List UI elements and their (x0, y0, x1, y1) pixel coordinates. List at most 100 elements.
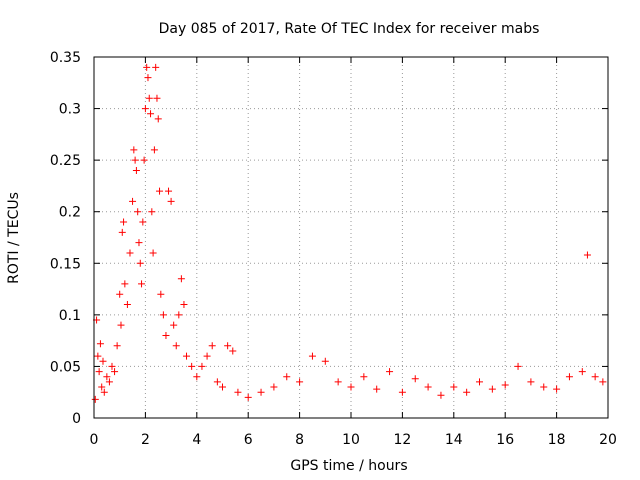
roti-data-point (411, 375, 419, 383)
roti-data-point (386, 368, 394, 376)
roti-data-point (599, 378, 607, 386)
x-tick-label: 20 (599, 432, 617, 448)
roti-data-point (154, 115, 162, 123)
roti-data-point (120, 218, 128, 226)
roti-data-point (167, 197, 175, 205)
roti-data-point (138, 280, 146, 288)
roti-data-point (257, 388, 265, 396)
roti-data-point (117, 321, 125, 329)
roti-data-point (148, 208, 156, 216)
roti-data-point (99, 357, 107, 365)
roti-data-point (121, 280, 129, 288)
roti-data-point (162, 331, 170, 339)
roti-data-point (578, 368, 586, 376)
roti-data-point (118, 228, 126, 236)
roti-data-point (193, 373, 201, 381)
roti-data-point (188, 362, 196, 370)
y-tick-label: 0.35 (50, 50, 81, 66)
roti-data-point (157, 290, 165, 298)
roti-data-point (95, 368, 103, 376)
roti-data-point (135, 239, 143, 247)
roti-data-point (360, 373, 368, 381)
roti-data-point (129, 197, 137, 205)
roti-data-point (159, 311, 167, 319)
roti-data-point (116, 290, 124, 298)
x-tick-label: 10 (342, 432, 360, 448)
y-tick-label: 0.2 (59, 205, 81, 221)
roti-data-point (152, 63, 160, 71)
roti-data-point (94, 352, 102, 360)
grid (94, 57, 608, 418)
roti-data-point (156, 187, 164, 195)
roti-data-point (183, 352, 191, 360)
roti-data-point (463, 388, 471, 396)
roti-data-point (203, 352, 211, 360)
y-tick-label: 0.05 (50, 359, 81, 375)
roti-data-point (565, 373, 573, 381)
x-tick-label: 2 (141, 432, 150, 448)
roti-data-point (141, 105, 149, 113)
x-axis-label: GPS time / hours (290, 458, 407, 474)
roti-data-point (153, 94, 161, 102)
roti-data-point (147, 110, 155, 118)
roti-data-point (165, 187, 173, 195)
roti-data-point (180, 301, 188, 309)
roti-data-point (437, 391, 445, 399)
axis-ticks: 0 2 4 6 8 10 12 14 16 18 20 0 0.05 0.1 0.15 0.2 0.25 0.3 0… (50, 50, 617, 448)
roti-data-point (105, 378, 113, 386)
data-points (91, 63, 607, 403)
roti-data-point (398, 388, 406, 396)
roti-data-point (283, 373, 291, 381)
roti-data-point (126, 249, 134, 257)
roti-data-point (583, 251, 591, 259)
x-tick-label: 6 (244, 432, 253, 448)
roti-data-point (111, 368, 119, 376)
roti-data-point (143, 63, 151, 71)
roti-data-point (296, 378, 304, 386)
roti-data-point (198, 362, 206, 370)
roti-data-point (527, 378, 535, 386)
roti-data-point (136, 259, 144, 267)
roti-data-point (131, 156, 139, 164)
x-tick-label: 18 (548, 432, 566, 448)
roti-data-point (208, 342, 216, 350)
y-tick-label: 0.15 (50, 256, 81, 272)
roti-data-point (488, 385, 496, 393)
roti-data-point (270, 383, 278, 391)
x-tick-label: 0 (90, 432, 99, 448)
roti-data-point (347, 383, 355, 391)
roti-data-point (98, 383, 106, 391)
roti-data-point (229, 347, 237, 355)
roti-data-point (140, 156, 148, 164)
x-tick-label: 16 (496, 432, 514, 448)
roti-data-point (244, 393, 252, 401)
roti-data-point (145, 94, 153, 102)
roti-data-point (91, 395, 99, 403)
roti-data-point (553, 385, 561, 393)
x-tick-label: 4 (192, 432, 201, 448)
roti-data-point (476, 378, 483, 386)
roti-data-point (334, 378, 342, 386)
roti-data-point (132, 166, 140, 174)
roti-data-point (424, 383, 432, 391)
roti-data-point (219, 383, 226, 391)
roti-data-point (150, 146, 158, 154)
roti-data-point (308, 352, 316, 360)
roti-data-point (139, 218, 147, 226)
roti-data-point (175, 311, 183, 319)
roti-data-point (170, 321, 178, 329)
roti-data-point (96, 340, 104, 348)
chart-title: Day 085 of 2017, Rate Of TEC Index for r… (159, 21, 540, 37)
roti-data-point (450, 383, 458, 391)
roti-data-point (540, 383, 548, 391)
roti-data-point (130, 146, 138, 154)
roti-data-point (224, 342, 232, 350)
roti-data-point (108, 362, 116, 370)
roti-data-point (213, 378, 221, 386)
y-tick-label: 0.1 (59, 308, 81, 324)
roti-data-point (373, 385, 381, 393)
x-tick-label: 12 (393, 432, 411, 448)
roti-data-point (103, 373, 111, 381)
y-tick-label: 0 (72, 411, 81, 427)
plot-frame (93, 56, 609, 419)
